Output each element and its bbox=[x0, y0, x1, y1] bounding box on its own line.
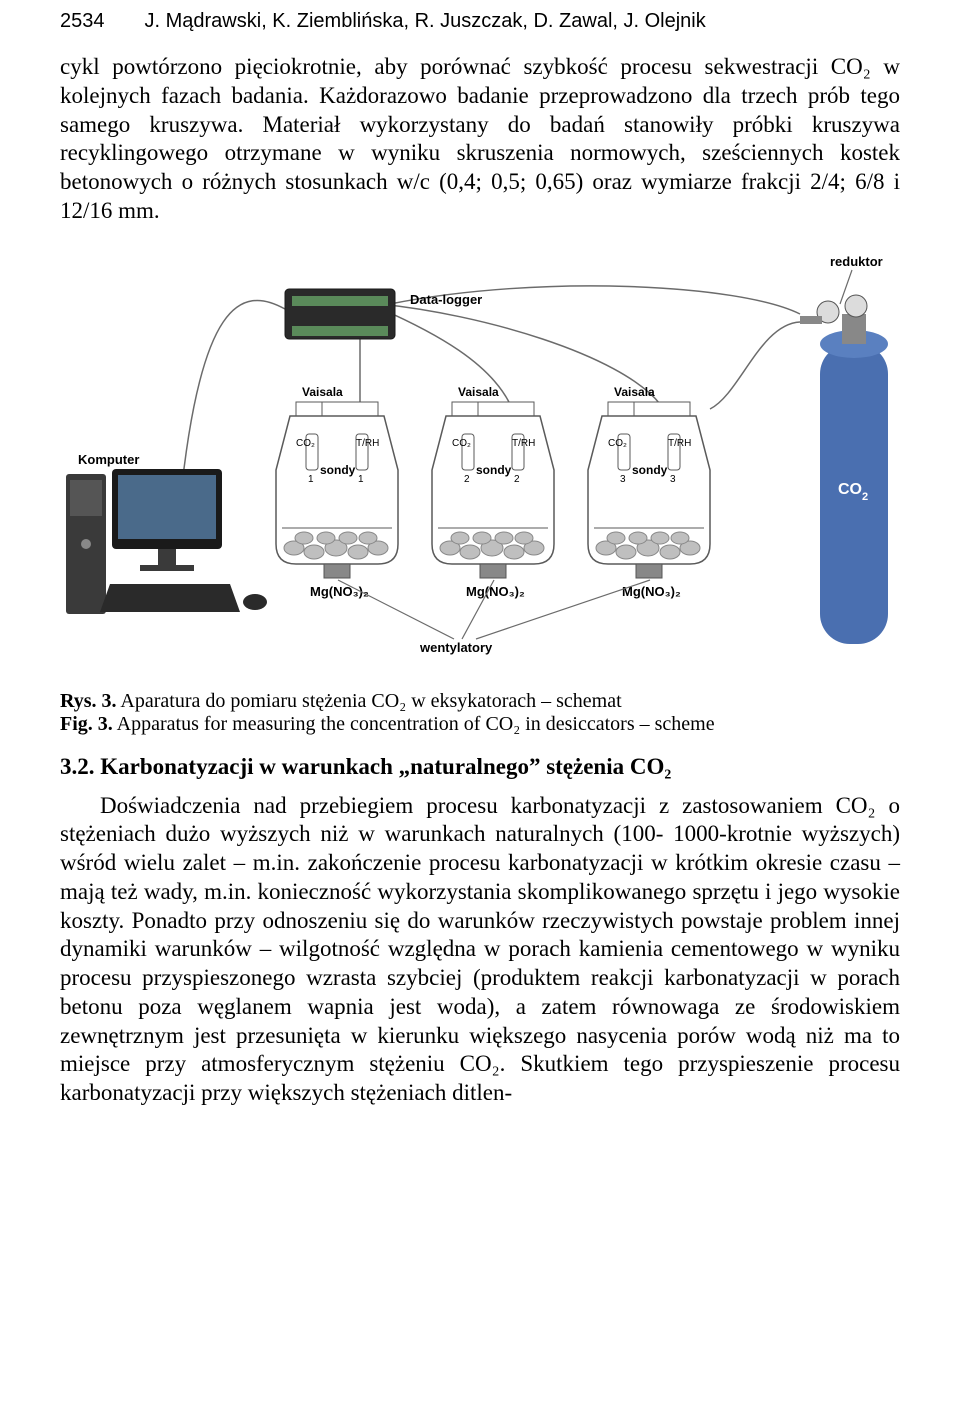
svg-text:CO₂: CO₂ bbox=[452, 438, 471, 449]
svg-text:CO₂: CO₂ bbox=[608, 438, 627, 449]
figure-caption-en: Fig. 3. Apparatus for measuring the conc… bbox=[60, 713, 900, 736]
svg-text:2: 2 bbox=[514, 474, 520, 485]
svg-text:T/RH: T/RH bbox=[668, 438, 691, 449]
svg-text:3: 3 bbox=[670, 474, 676, 485]
svg-text:sondy: sondy bbox=[632, 463, 668, 477]
desiccator-3: Vaisala CO₂ 3 T/RH 3 sondy bbox=[588, 385, 710, 599]
svg-text:3: 3 bbox=[620, 474, 626, 485]
figure-caption-pl: Rys. 3. Aparatura do pomiaru stężenia CO… bbox=[60, 690, 900, 713]
svg-text:T/RH: T/RH bbox=[512, 438, 535, 449]
co2-cylinder: CO 2 bbox=[800, 295, 888, 644]
svg-text:1: 1 bbox=[308, 474, 314, 485]
label-komputer: Komputer bbox=[78, 452, 139, 467]
desiccator-1: Vaisala CO₂ 1 T/RH 1 sondy bbox=[276, 385, 398, 599]
svg-text:Vaisala: Vaisala bbox=[614, 385, 655, 399]
figure-3: Data-logger reduktor CO 2 bbox=[60, 244, 900, 736]
paragraph-bottom: Doświadczenia nad przebiegiem procesu ka… bbox=[60, 792, 900, 1108]
label-data-logger: Data-logger bbox=[410, 292, 482, 307]
computer bbox=[66, 469, 267, 614]
svg-text:Mg(NO₃)₂: Mg(NO₃)₂ bbox=[466, 584, 525, 599]
page-number: 2534 bbox=[60, 10, 105, 33]
running-header: 2534 J. Mądrawski, K. Ziemblińska, R. Ju… bbox=[60, 10, 900, 33]
svg-text:T/RH: T/RH bbox=[356, 438, 379, 449]
section-heading-3-2: 3.2. Karbonatyzacji w warunkach „natural… bbox=[60, 754, 900, 780]
paragraph-top: cykl powtórzono pięciokrotnie, aby porów… bbox=[60, 53, 900, 226]
desiccator-2: Vaisala CO₂ 2 T/RH 2 sondy bbox=[432, 385, 554, 599]
apparatus-diagram: Data-logger reduktor CO 2 bbox=[60, 244, 900, 684]
header-authors: J. Mądrawski, K. Ziemblińska, R. Juszcza… bbox=[145, 10, 706, 33]
svg-text:sondy: sondy bbox=[476, 463, 512, 477]
label-reduktor: reduktor bbox=[830, 254, 883, 269]
svg-text:CO₂: CO₂ bbox=[296, 438, 315, 449]
svg-text:2: 2 bbox=[862, 491, 868, 503]
svg-text:2: 2 bbox=[464, 474, 470, 485]
label-wentylatory: wentylatory bbox=[419, 640, 493, 655]
svg-text:1: 1 bbox=[358, 474, 364, 485]
svg-text:sondy: sondy bbox=[320, 463, 356, 477]
svg-text:CO: CO bbox=[838, 481, 862, 498]
svg-text:Vaisala: Vaisala bbox=[302, 385, 343, 399]
svg-text:Vaisala: Vaisala bbox=[458, 385, 499, 399]
